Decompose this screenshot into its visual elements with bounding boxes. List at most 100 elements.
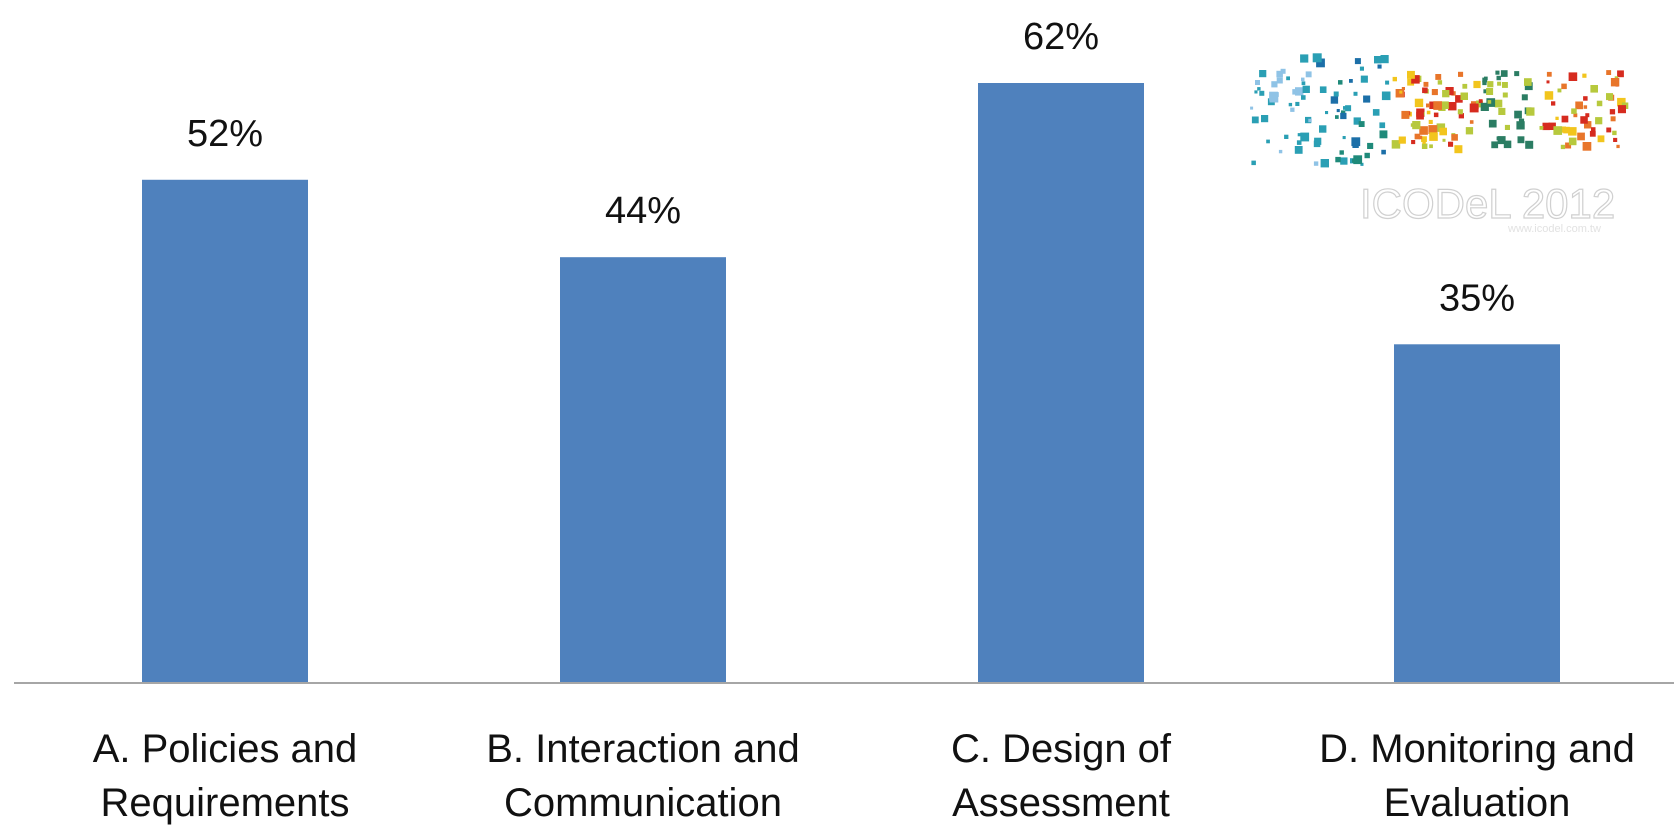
logo-pixel <box>1555 116 1559 120</box>
logo-pixel <box>1606 70 1612 75</box>
logo-pixel <box>1333 91 1339 97</box>
logo-pixel <box>1473 80 1481 89</box>
logo-pixel <box>1414 98 1424 108</box>
logo-pixel <box>1539 126 1544 130</box>
logo-pixel <box>1429 101 1437 109</box>
logo-pixel <box>1380 55 1389 64</box>
category-label-1-line-1: A. Policies and <box>93 727 358 771</box>
logo-pixel <box>1496 75 1501 81</box>
logo-pixel <box>1606 127 1612 133</box>
logo-pixel <box>1448 141 1454 147</box>
logo-pixel <box>1278 149 1283 154</box>
category-label-4-line-1: D. Monitoring and <box>1319 727 1635 771</box>
bar-3 <box>978 83 1144 683</box>
logo-pixel <box>1617 70 1624 78</box>
logo-pixel <box>1559 126 1566 133</box>
logo-pixel <box>1257 87 1261 91</box>
logo-pixel <box>1497 136 1506 145</box>
logo-pixel <box>1568 137 1577 146</box>
logo-pixel <box>1271 81 1278 88</box>
logo-pixel <box>1314 137 1322 145</box>
logo-pixel <box>1565 142 1572 149</box>
logo-pixel <box>1422 140 1426 144</box>
logo-pixel <box>1560 144 1566 150</box>
logo-pixel <box>1411 140 1416 145</box>
logo-pixel <box>1392 76 1397 82</box>
logo-pixel <box>1457 109 1463 115</box>
logo-pixel <box>1339 150 1344 155</box>
logo-pixel <box>1590 85 1598 93</box>
logo-wordmark: ICODeL 2012 <box>1360 180 1615 227</box>
logo-pixel <box>1553 126 1563 135</box>
logo-pixel <box>1568 127 1577 136</box>
logo-pixel <box>1302 85 1310 93</box>
logo-pixel <box>1451 134 1458 141</box>
logo-pixel <box>1494 99 1503 108</box>
logo-pixel <box>1325 111 1329 115</box>
logo-pixel <box>1401 87 1405 91</box>
logo-pixel <box>1301 95 1306 100</box>
logo-pixel <box>1335 115 1339 119</box>
logo-pixel <box>1486 88 1494 95</box>
logo-pixel <box>1294 146 1303 154</box>
logo-pixel <box>1313 161 1319 166</box>
logo-pixel <box>1455 95 1463 103</box>
bar-1 <box>142 179 308 683</box>
logo-pixel <box>1469 120 1474 124</box>
logo-pixel <box>1577 132 1585 141</box>
logo-pixel <box>1476 100 1483 108</box>
logo-pixel <box>1316 58 1325 68</box>
logo-pixel <box>1548 122 1556 130</box>
logo-pixel <box>1524 82 1533 91</box>
logo-pixel <box>1480 102 1489 111</box>
logo-pixel <box>1491 141 1499 149</box>
logo-pixel <box>1280 68 1286 74</box>
category-label-4-line-2: Evaluation <box>1384 781 1571 825</box>
logo-pixel <box>1610 78 1620 87</box>
logo-pixel <box>1478 99 1483 103</box>
logo-pixel <box>1514 71 1520 77</box>
logo-pixel <box>1460 92 1468 100</box>
logo-pixel <box>1563 126 1570 134</box>
logo-pixel <box>1482 80 1487 86</box>
bar-2 <box>560 257 726 683</box>
logo-pixel <box>1421 143 1428 149</box>
logo-pixel <box>1437 80 1443 85</box>
logo-pixel <box>1606 93 1613 101</box>
logo-pixel <box>1379 130 1388 139</box>
logo-pixel <box>1367 142 1374 149</box>
logo-pixel <box>1359 66 1364 71</box>
logo-pixel <box>1266 139 1270 144</box>
logo-pixel <box>1526 107 1535 116</box>
logo-pixel <box>1259 90 1265 96</box>
logo-pixel <box>1261 115 1269 123</box>
logo-pixel <box>1354 58 1361 65</box>
logo-pixel <box>1517 136 1525 144</box>
logo-pixel <box>1469 103 1479 113</box>
logo-pixel <box>1290 107 1295 112</box>
logo-pixel <box>1330 96 1339 104</box>
logo-pixel <box>1300 54 1309 63</box>
logo-pixel <box>1353 155 1363 165</box>
category-label-1-line-2: Requirements <box>100 781 349 825</box>
logo-pixel <box>1465 127 1474 135</box>
logo-pixel <box>1617 105 1626 114</box>
logo-pixel <box>1487 100 1492 104</box>
logo-pixel <box>1442 138 1446 142</box>
logo-pixel <box>1441 101 1449 109</box>
logo-pixel <box>1352 158 1357 163</box>
logo-pixel <box>1300 132 1310 142</box>
logo-pixel <box>1488 119 1497 128</box>
logo-pixel <box>1458 71 1464 77</box>
logo-pixel <box>1286 76 1290 81</box>
logo-pixel <box>1411 75 1420 84</box>
logo-pixel <box>1276 70 1283 78</box>
logo-pixel <box>1360 75 1368 83</box>
logo-pixel <box>1254 90 1258 94</box>
logo-pixel <box>1305 71 1312 78</box>
logo-pixel <box>1381 149 1386 155</box>
logo-pixel <box>1542 122 1550 131</box>
logo-pixel <box>1297 133 1301 137</box>
logo-pixel <box>1343 106 1347 110</box>
